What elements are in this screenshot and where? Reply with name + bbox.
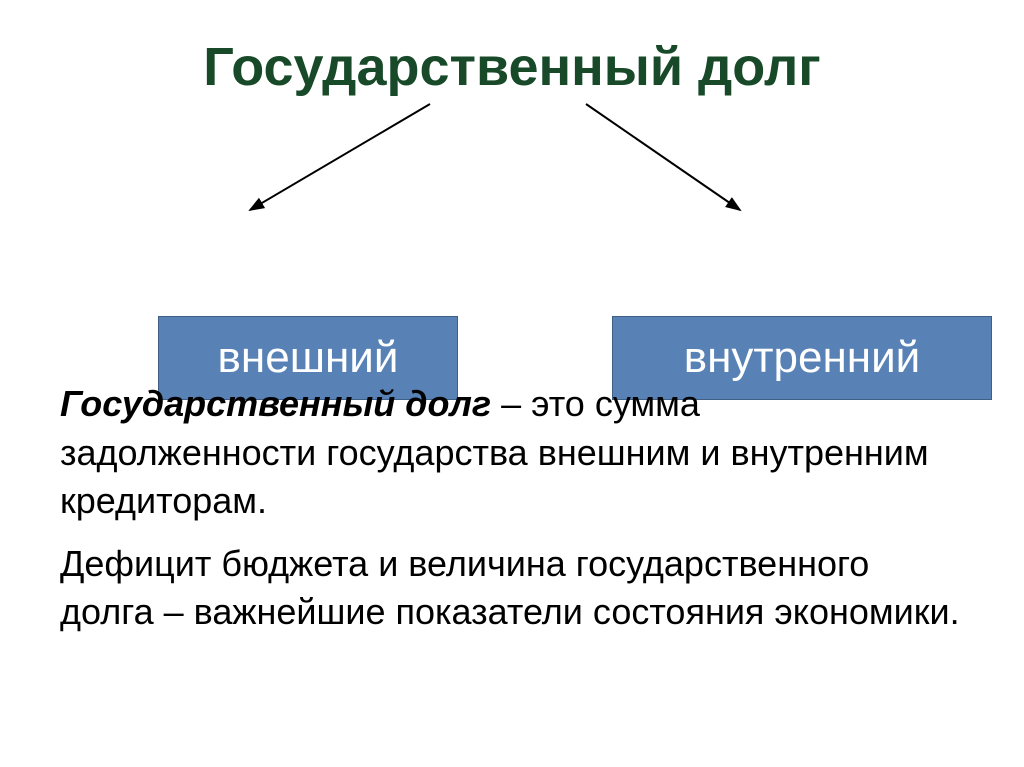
paragraph-1-lead: Государственный долг (60, 383, 491, 424)
paragraph-1: Государственный долг – это сумма задолже… (60, 380, 964, 526)
arrow-right (586, 104, 740, 210)
arrow-left (250, 104, 430, 210)
body-text: Государственный долг – это сумма задолже… (60, 380, 964, 651)
paragraph-2: Дефицит бюджета и величина государственн… (60, 540, 964, 637)
slide-title: Государственный долг (60, 36, 964, 98)
slide: Государственный долг внешний внутренний … (0, 0, 1024, 767)
box-external-label: внешний (218, 333, 399, 383)
box-internal-label: внутренний (684, 333, 921, 383)
